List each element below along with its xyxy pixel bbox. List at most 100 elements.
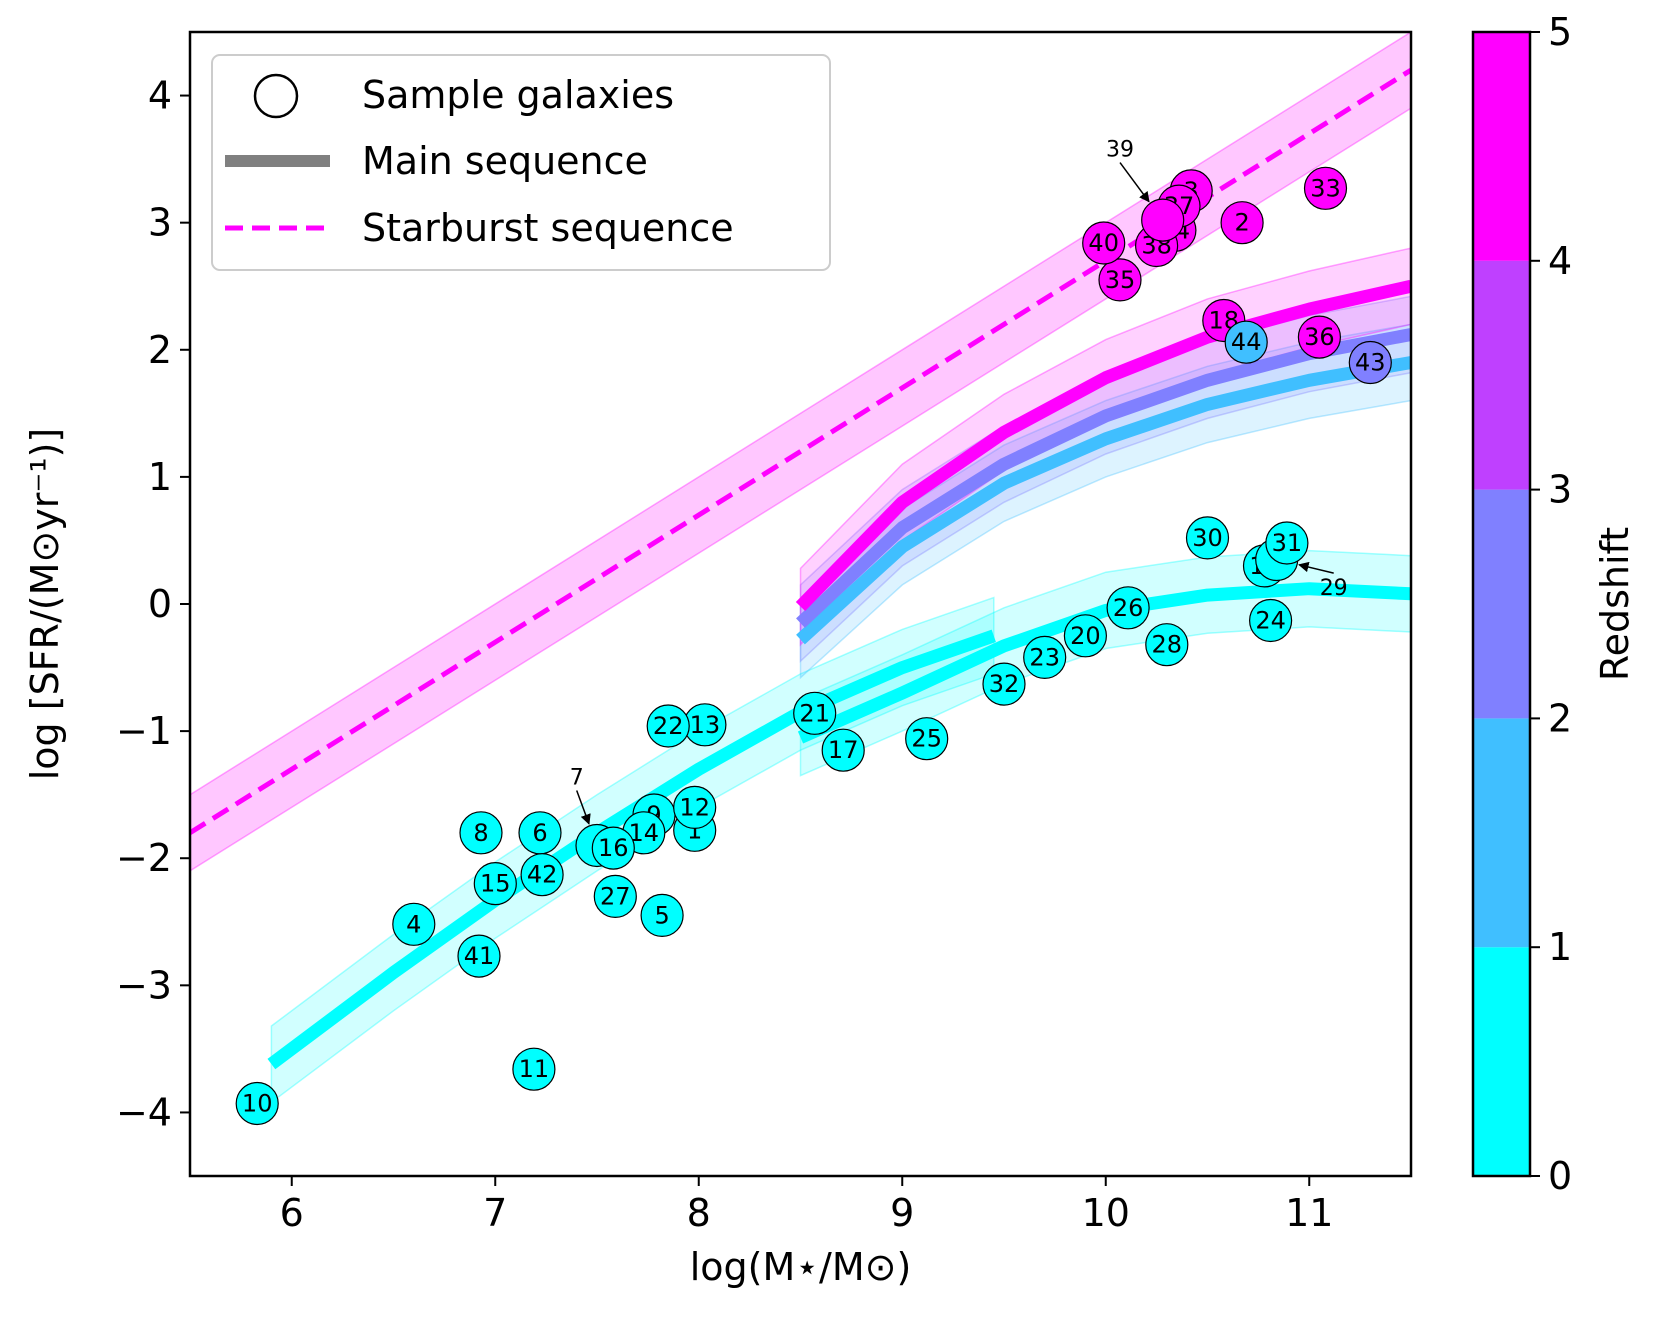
galaxy-label: 20 (1070, 622, 1101, 650)
galaxy-point-27: 27 (593, 874, 637, 919)
annotation-arrow (1298, 561, 1334, 574)
x-tick-label: 6 (280, 1191, 304, 1235)
galaxy-point-4: 4 (392, 902, 436, 946)
galaxy-label: 22 (653, 712, 684, 740)
annotation-label: 29 (1320, 576, 1348, 601)
galaxy-label: 6 (532, 819, 547, 847)
galaxy-point-2: 2 (1220, 201, 1264, 245)
y-tick-label: −4 (116, 1090, 172, 1134)
galaxy-label: 30 (1192, 524, 1223, 552)
x-tick-label: 7 (483, 1191, 507, 1235)
galaxy-marker (1220, 201, 1264, 245)
main-sequence-line-2 (796, 356, 1411, 645)
galaxy-marker (982, 662, 1026, 706)
galaxy-label: 21 (799, 699, 830, 727)
galaxy-marker (1303, 166, 1348, 210)
y-axis-title: log [SFR/(M⊙yr⁻¹)] (23, 428, 67, 781)
galaxy-marker (1023, 635, 1067, 680)
galaxy-point-35: 35 (1098, 258, 1142, 302)
galaxy-marker (793, 691, 837, 735)
galaxy-label: 16 (598, 834, 629, 862)
galaxy-label: 10 (242, 1090, 273, 1118)
y-tick-label: 0 (148, 582, 172, 626)
galaxy-point-41: 41 (457, 934, 501, 978)
galaxy-label: 36 (1304, 323, 1335, 351)
galaxy-marker (593, 874, 637, 919)
colorbar-tick-label: 2 (1548, 696, 1572, 740)
legend-marker-sample-galaxies (253, 73, 299, 119)
annotation-7: 7 (570, 766, 591, 825)
galaxy-marker (1224, 320, 1268, 364)
main-sequence-line-1 (797, 582, 1411, 744)
colorbar: 0 1 2 3 4 5 (1471, 10, 1572, 1198)
galaxy-marker (235, 1081, 279, 1126)
colorbar-bin-3 (1473, 260, 1530, 490)
galaxy-point-24: 24 (1248, 598, 1293, 643)
galaxy-label: 31 (1272, 529, 1303, 557)
galaxy-marker (591, 826, 635, 870)
galaxy-marker (1297, 315, 1342, 359)
galaxy-point-31: 31 (1265, 521, 1309, 565)
x-tick-label: 10 (1082, 1191, 1130, 1235)
x-tick-label: 9 (890, 1191, 914, 1235)
x-tick-label: 11 (1285, 1191, 1333, 1235)
galaxy-marker (473, 861, 517, 906)
galaxy-point-42: 42 (520, 853, 564, 897)
legend-label-main-sequence: Main sequence (362, 139, 648, 183)
galaxy-point-17: 17 (821, 728, 865, 772)
galaxy-marker (1348, 340, 1392, 385)
galaxy-point-20: 20 (1063, 614, 1108, 658)
galaxy-marker (1098, 258, 1142, 302)
galaxy-label: 28 (1152, 631, 1183, 659)
x-tick-label: 8 (687, 1191, 711, 1235)
galaxy-marker (459, 811, 503, 855)
galaxy-marker (1063, 614, 1108, 658)
galaxy-point-32: 32 (982, 662, 1026, 706)
galaxy-marker (512, 1047, 556, 1091)
galaxy-marker (1185, 516, 1230, 560)
galaxy-label: 2 (1234, 209, 1249, 237)
x-axis-title: log(M⋆/M⊙) (690, 1245, 912, 1289)
main-sequence-line-4 (795, 279, 1411, 612)
y-axis: −4 −3 −2 −1 0 1 2 3 4 (116, 74, 190, 1134)
galaxy-marker (1265, 521, 1309, 565)
colorbar-title: Redshift (1593, 527, 1637, 681)
galaxy-marker (821, 728, 865, 772)
galaxy-marker (1145, 623, 1189, 667)
galaxy-label: 8 (473, 819, 488, 847)
galaxy-point-5: 5 (640, 893, 684, 938)
colorbar-tick-label: 4 (1548, 239, 1572, 283)
legend: Sample galaxies Main sequence Starburst … (211, 54, 831, 271)
y-tick-label: 2 (148, 328, 172, 372)
galaxy-point-22: 22 (646, 704, 690, 748)
galaxy-marker (673, 785, 717, 830)
galaxy-point-21: 21 (793, 691, 837, 735)
annotation-label: 39 (1106, 138, 1134, 163)
galaxy-point-10: 10 (235, 1081, 279, 1126)
galaxy-marker (1248, 598, 1293, 643)
galaxy-label: 27 (600, 882, 631, 910)
galaxy-label: 42 (527, 861, 558, 889)
galaxy-label: 11 (519, 1055, 550, 1083)
colorbar-bin-0 (1473, 947, 1530, 1176)
colorbar-bin-4 (1473, 32, 1530, 261)
galaxy-marker (457, 934, 501, 978)
galaxy-point-23: 23 (1023, 635, 1067, 680)
x-axis: 6 7 8 9 10 11 (280, 1176, 1333, 1235)
galaxy-point-43: 43 (1348, 340, 1392, 385)
points-layer: 1234568910111213141516171819202122232425… (235, 166, 1392, 1126)
legend-label-sample-galaxies: Sample galaxies (362, 73, 674, 117)
galaxy-point-8: 8 (459, 811, 503, 855)
galaxy-label: 32 (989, 670, 1020, 698)
y-tick-label: −3 (116, 963, 172, 1007)
galaxy-marker (520, 853, 564, 897)
galaxy-label: 23 (1029, 643, 1060, 671)
annotation-39: 39 (1106, 138, 1150, 203)
colorbar-tick-label: 1 (1548, 925, 1572, 969)
galaxy-label: 40 (1088, 229, 1119, 257)
legend-label-starburst-sequence: Starburst sequence (362, 206, 734, 250)
galaxy-label: 4 (406, 910, 421, 938)
galaxy-label: 35 (1105, 266, 1136, 294)
galaxy-point-15: 15 (473, 861, 517, 906)
